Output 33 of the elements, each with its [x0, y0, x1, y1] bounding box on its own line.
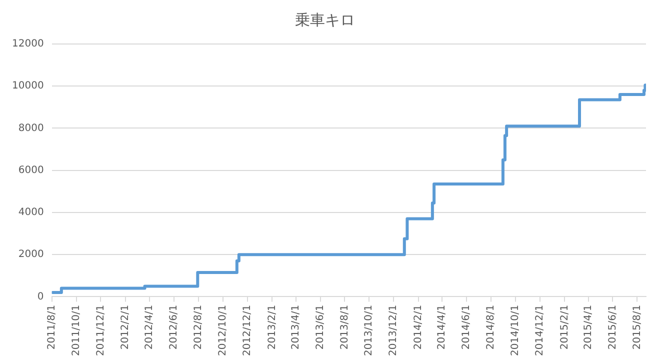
x-tick-label: 2013/6/1 [314, 304, 326, 350]
x-tick-label: 2012/8/1 [193, 304, 204, 350]
x-tick-label: 2011/10/1 [70, 304, 82, 356]
x-tick-label: 2014/2/1 [413, 304, 424, 350]
x-tick-label: 2015/4/1 [582, 304, 594, 350]
x-tick-label: 2015/2/1 [559, 304, 570, 350]
x-tick-label: 2014/4/1 [436, 304, 448, 350]
x-tick-label: 2014/10/1 [510, 304, 521, 356]
x-tick-label: 2015/8/1 [632, 304, 643, 350]
x-tick-label: 2013/10/1 [364, 304, 375, 356]
x-tick-label: 2011/8/1 [46, 304, 58, 350]
chart-title: 乗車キロ [295, 10, 355, 29]
x-tick-label: 2012/2/1 [120, 304, 132, 350]
y-tick-label: 10000 [12, 80, 44, 92]
x-tick-label: 2013/12/1 [388, 304, 400, 356]
x-tick-label: 2011/12/1 [95, 304, 106, 356]
x-tick-label: 2014/12/1 [534, 304, 546, 356]
x-tick-label: 2012/4/1 [144, 304, 156, 350]
y-tick-label: 12000 [12, 38, 44, 50]
y-tick-label: 6000 [18, 164, 44, 176]
y-tick-label: 0 [37, 291, 44, 302]
y-tick-label: 8000 [18, 122, 44, 134]
x-tick-label: 2012/12/1 [242, 304, 253, 356]
y-tick-label: 4000 [18, 207, 44, 218]
x-tick-label: 2012/6/1 [168, 304, 180, 350]
y-tick-label: 2000 [18, 249, 44, 260]
x-tick-label: 2013/2/1 [266, 304, 278, 350]
x-tick-label: 2012/10/1 [217, 304, 228, 356]
x-tick-label: 2014/8/1 [486, 304, 497, 350]
x-tick-label: 2013/4/1 [290, 304, 302, 350]
x-tick-label: 2013/8/1 [339, 304, 350, 350]
x-tick-label: 2014/6/1 [461, 304, 472, 350]
x-tick-label: 2015/6/1 [607, 304, 618, 350]
